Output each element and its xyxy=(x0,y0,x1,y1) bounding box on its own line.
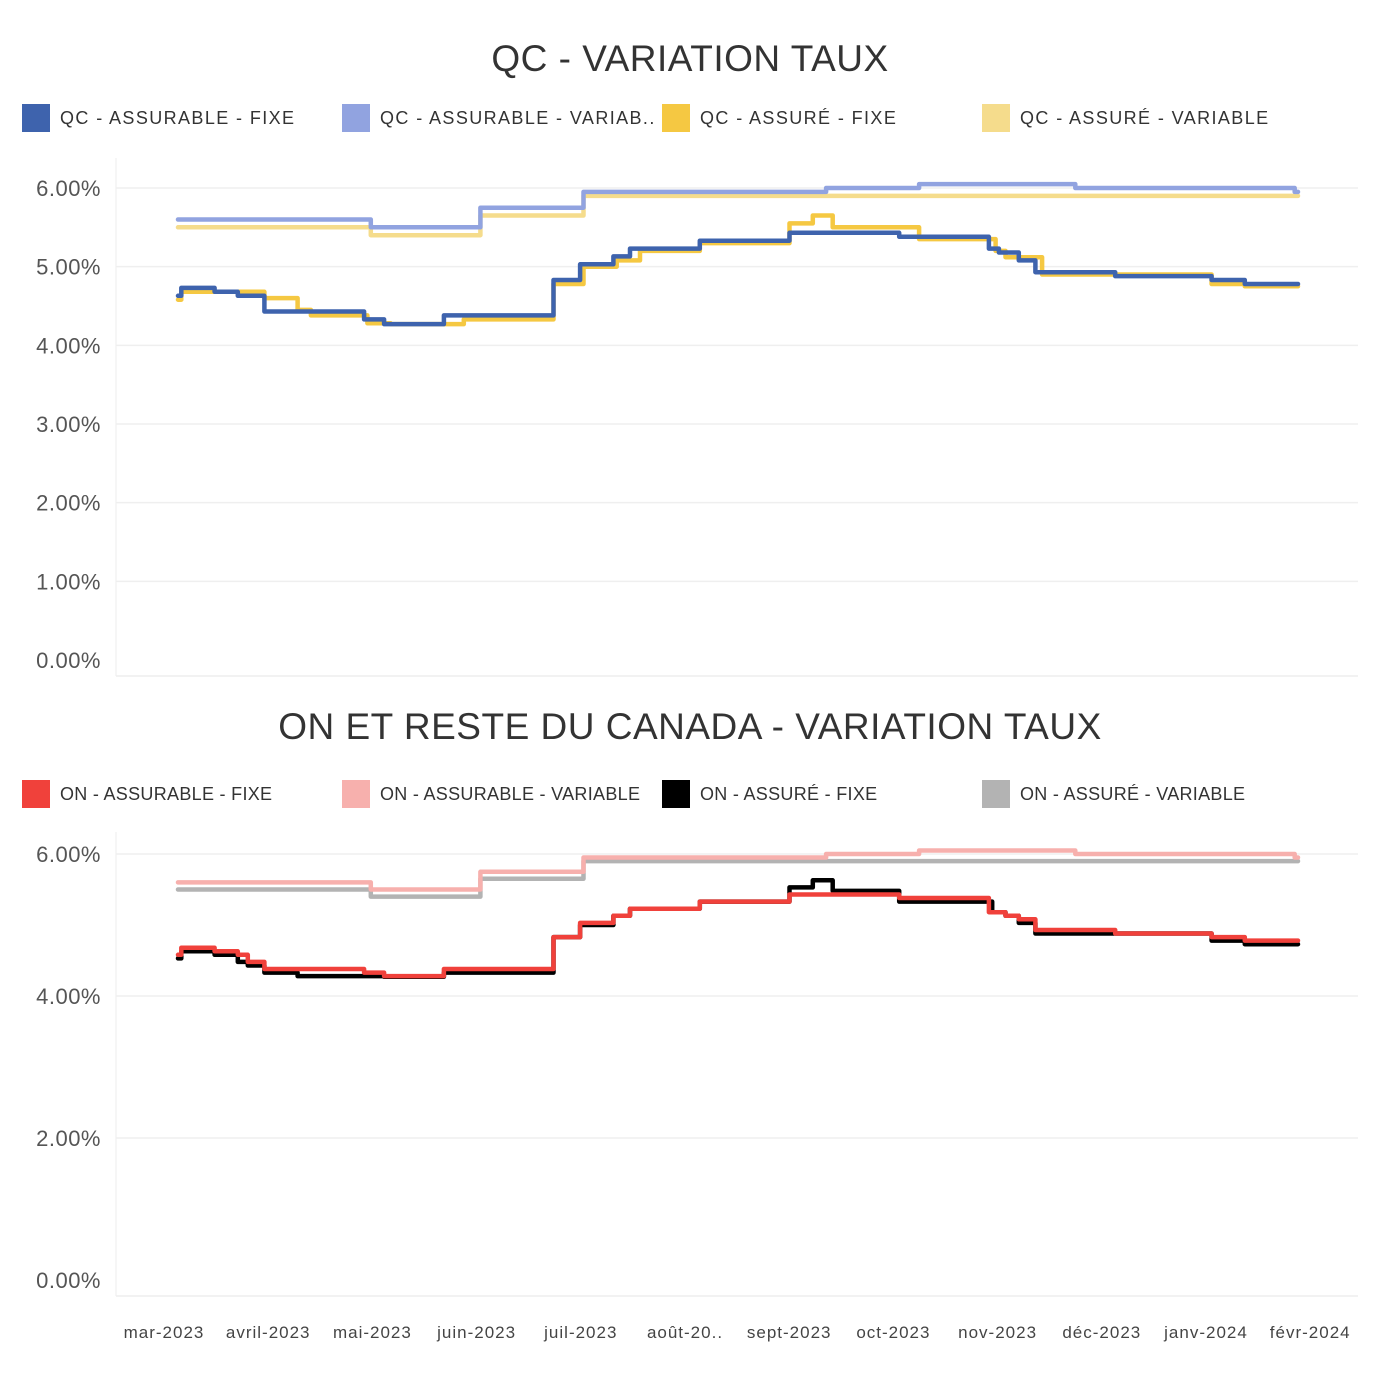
x-tick-label: mai-2023 xyxy=(333,1323,412,1342)
on-y-tick-label: 4.00% xyxy=(36,984,101,1009)
qc-y-tick-label: 2.00% xyxy=(36,491,101,516)
x-tick-label: sept-2023 xyxy=(747,1323,832,1342)
x-tick-label: juin-2023 xyxy=(436,1323,516,1342)
series-line-qc-assur-fixe xyxy=(175,213,1301,327)
legend-item-on-assurable-variable[interactable]: ON - ASSURABLE - VARIABLE xyxy=(342,780,640,808)
x-tick-label: févr-2024 xyxy=(1270,1323,1351,1342)
x-tick-label: oct-2023 xyxy=(856,1323,930,1342)
on-legend: ON - ASSURABLE - FIXE ON - ASSURABLE - V… xyxy=(22,780,1362,810)
on-y-tick-label: 6.00% xyxy=(36,842,101,867)
series-line-qc-assurable-variab xyxy=(175,181,1301,230)
series-line-qc-assurable-fixe xyxy=(175,230,1301,327)
legend-item-qc-assure-variable[interactable]: QC - ASSURÉ - VARIABLE xyxy=(982,104,1270,132)
qc-y-tick-label: 4.00% xyxy=(36,333,101,358)
qc-y-tick-label: 5.00% xyxy=(36,255,101,280)
legend-label: QC - ASSURÉ - FIXE xyxy=(700,107,898,128)
series-line-on-assur-variable xyxy=(175,858,1301,899)
legend-swatch xyxy=(342,104,370,132)
on-chart-title: ON ET RESTE DU CANADA - VARIATION TAUX xyxy=(278,706,1102,747)
legend-swatch xyxy=(982,780,1010,808)
x-tick-label: déc-2023 xyxy=(1062,1323,1141,1342)
qc-chart-title: QC - VARIATION TAUX xyxy=(491,38,889,79)
qc-y-tick-label: 0.00% xyxy=(36,648,101,673)
qc-y-tick-label: 3.00% xyxy=(36,412,101,437)
qc-y-tick-label: 1.00% xyxy=(36,569,101,594)
legend-label: ON - ASSURABLE - VARIABLE xyxy=(380,783,641,804)
on-y-tick-label: 2.00% xyxy=(36,1126,101,1151)
qc-y-tick-label: 6.00% xyxy=(36,176,101,201)
x-tick-label: août-20.. xyxy=(647,1323,723,1342)
legend-swatch xyxy=(662,104,690,132)
legend-swatch xyxy=(662,780,690,808)
series-line-on-assurable-fixe xyxy=(175,892,1301,979)
legend-swatch xyxy=(982,104,1010,132)
on-y-tick-label: 0.00% xyxy=(36,1268,101,1293)
x-tick-label: nov-2023 xyxy=(958,1323,1037,1342)
legend-label: ON - ASSURÉ - FIXE xyxy=(700,783,878,804)
legend-label: QC - ASSURABLE - FIXE xyxy=(60,107,296,128)
legend-swatch xyxy=(342,780,370,808)
qc-legend: QC - ASSURABLE - FIXE QC - ASSURABLE - V… xyxy=(22,104,1362,134)
series-line-on-assurable-variable xyxy=(175,848,1301,892)
legend-label: ON - ASSURABLE - FIXE xyxy=(60,783,273,804)
legend-label: QC - ASSURÉ - VARIABLE xyxy=(1020,107,1270,128)
x-tick-label: mar-2023 xyxy=(124,1323,205,1342)
legend-swatch xyxy=(22,104,50,132)
legend-item-qc-assurable-variable[interactable]: QC - ASSURABLE - VARIAB.. xyxy=(342,104,656,132)
series-line-qc-assur-variable xyxy=(175,193,1301,238)
legend-item-on-assure-variable[interactable]: ON - ASSURÉ - VARIABLE xyxy=(982,780,1245,808)
legend-item-on-assure-fixe[interactable]: ON - ASSURÉ - FIXE xyxy=(662,780,877,808)
legend-item-qc-assure-fixe[interactable]: QC - ASSURÉ - FIXE xyxy=(662,104,897,132)
legend-label: QC - ASSURABLE - VARIAB.. xyxy=(380,107,656,128)
x-tick-label: janv-2024 xyxy=(1163,1323,1248,1342)
legend-label: ON - ASSURÉ - VARIABLE xyxy=(1020,783,1246,804)
legend-swatch xyxy=(22,780,50,808)
legend-item-on-assurable-fixe[interactable]: ON - ASSURABLE - FIXE xyxy=(22,780,272,808)
series-line-on-assur-fixe xyxy=(175,878,1301,980)
x-tick-label: juil-2023 xyxy=(543,1323,617,1342)
x-tick-label: avril-2023 xyxy=(226,1323,311,1342)
legend-item-qc-assurable-fixe[interactable]: QC - ASSURABLE - FIXE xyxy=(22,104,295,132)
